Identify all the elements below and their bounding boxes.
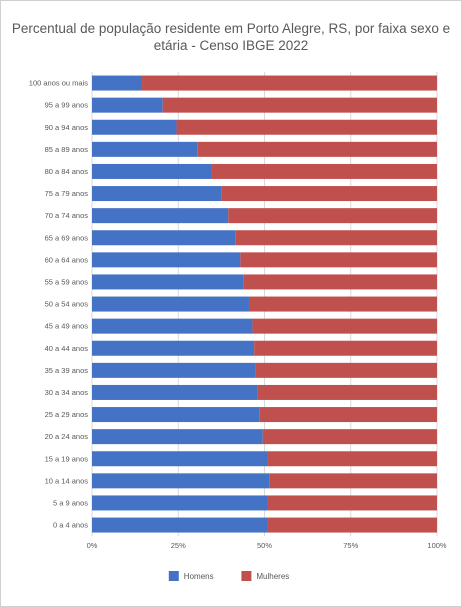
y-tick-label: 5 a 9 anos [53,498,88,507]
bar-homens [92,495,268,511]
bar-mulheres [211,163,437,179]
bar-mulheres [240,252,437,268]
bar-mulheres [255,362,437,378]
y-tick-label: 90 a 94 anos [45,123,89,132]
y-tick-label: 80 a 84 anos [45,167,89,176]
legend-label-homens: Homens [184,572,214,581]
bar-mulheres [252,318,437,334]
y-tick-label: 65 a 69 anos [45,233,89,242]
y-tick-label: 25 a 29 anos [45,410,89,419]
x-tick-label: 100% [427,541,447,550]
bar-mulheres [228,208,437,224]
bar-mulheres [269,473,437,489]
y-tick-label: 95 a 99 anos [45,101,89,110]
bar-homens [92,362,256,378]
legend-swatch-homens [168,571,179,581]
x-tick-label: 25% [171,541,186,550]
x-tick-label: 0% [87,541,98,550]
x-tick-label: 75% [343,541,358,550]
bar-mulheres [142,75,437,91]
y-tick-label: 10 a 14 anos [45,476,89,485]
bar-homens [92,75,143,91]
bar-mulheres [243,274,437,290]
bar-homens [92,119,177,135]
bar-homens [92,451,268,467]
y-tick-label: 85 a 89 anos [45,145,89,154]
bar-homens [92,517,268,533]
y-tick-label: 100 anos ou mais [29,79,88,88]
y-tick-label: 50 a 54 anos [45,300,89,309]
bar-homens [92,429,263,445]
chart-title-line-2: etária - Censo IBGE 2022 [153,38,309,53]
bar-homens [92,318,253,334]
bar-homens [92,274,244,290]
bar-homens [92,97,163,113]
bar-mulheres [262,429,437,445]
bar-homens [92,407,260,423]
bar-mulheres [267,517,437,533]
y-tick-label: 75 a 79 anos [45,189,89,198]
y-tick-label: 40 a 44 anos [45,344,89,353]
bar-homens [92,186,222,202]
bar-homens [92,208,229,224]
bar-mulheres [259,407,437,423]
bar-mulheres [257,384,437,400]
bar-homens [92,384,258,400]
bar-homens [92,141,198,157]
y-tick-label: 70 a 74 anos [45,211,89,220]
x-tick-label: 50% [257,541,272,550]
bar-homens [92,340,255,356]
y-tick-label: 20 a 24 anos [45,432,89,441]
legend-swatch-mulheres [241,571,252,581]
chart-title-line-1: Percentual de população residente em Por… [11,21,451,36]
bar-mulheres [221,186,437,202]
bar-homens [92,296,249,312]
bar-mulheres [267,495,437,511]
bar-homens [92,230,236,246]
bar-mulheres [267,451,437,467]
bar-mulheres [248,296,437,312]
legend-label-mulheres: Mulheres [256,572,289,581]
y-tick-label: 55 a 59 anos [45,277,89,286]
chart-title: Percentual de população residente em Por… [0,20,462,54]
y-tick-label: 35 a 39 anos [45,366,89,375]
bar-mulheres [176,119,437,135]
y-tick-label: 45 a 49 anos [45,322,89,331]
y-tick-label: 0 a 4 anos [53,521,88,530]
y-tick-label: 60 a 64 anos [45,255,89,264]
bar-mulheres [254,340,437,356]
bar-mulheres [162,97,437,113]
bar-homens [92,163,212,179]
bar-mulheres [235,230,437,246]
bar-mulheres [197,141,437,157]
bar-homens [92,473,270,489]
y-tick-label: 30 a 34 anos [45,388,89,397]
y-tick-label: 15 a 19 anos [45,454,89,463]
bar-homens [92,252,241,268]
